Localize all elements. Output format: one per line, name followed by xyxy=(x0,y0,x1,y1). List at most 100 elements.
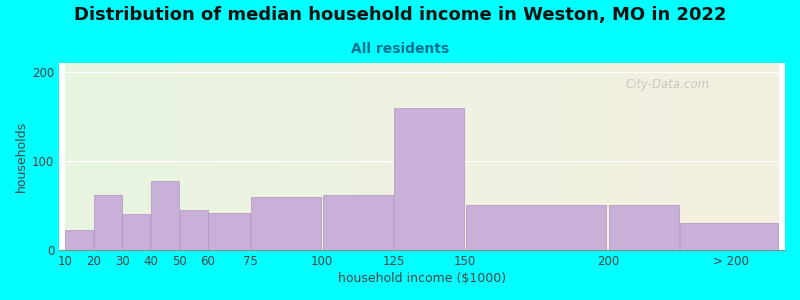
Bar xyxy=(386,63,394,250)
Bar xyxy=(108,63,115,250)
Bar xyxy=(601,63,608,250)
Bar xyxy=(430,63,437,250)
Bar xyxy=(737,63,743,250)
Bar xyxy=(643,63,650,250)
Bar xyxy=(186,63,194,250)
Bar xyxy=(143,63,150,250)
Bar xyxy=(650,63,658,250)
Bar xyxy=(372,63,379,250)
Bar xyxy=(408,63,415,250)
Bar xyxy=(466,206,606,250)
Bar xyxy=(337,63,343,250)
Bar xyxy=(201,63,208,250)
Text: Distribution of median household income in Weston, MO in 2022: Distribution of median household income … xyxy=(74,6,726,24)
Bar xyxy=(501,63,508,250)
Bar xyxy=(708,63,715,250)
Bar xyxy=(515,63,522,250)
Bar xyxy=(586,63,594,250)
Bar xyxy=(66,230,94,250)
Bar xyxy=(150,63,158,250)
Bar xyxy=(594,63,601,250)
Bar xyxy=(772,63,779,250)
Bar xyxy=(750,63,758,250)
Bar xyxy=(330,63,337,250)
X-axis label: household income ($1000): household income ($1000) xyxy=(338,272,506,285)
Bar xyxy=(622,63,630,250)
Bar xyxy=(579,63,586,250)
Bar xyxy=(379,63,386,250)
Y-axis label: households: households xyxy=(15,121,28,192)
Bar xyxy=(365,63,372,250)
Bar xyxy=(415,63,422,250)
Bar xyxy=(472,63,479,250)
Bar xyxy=(301,63,308,250)
Bar xyxy=(101,63,108,250)
Bar xyxy=(665,63,672,250)
Bar xyxy=(658,63,665,250)
Bar xyxy=(265,63,272,250)
Bar xyxy=(122,63,130,250)
Bar xyxy=(615,63,622,250)
Bar xyxy=(565,63,572,250)
Bar xyxy=(701,63,708,250)
Bar xyxy=(258,63,265,250)
Bar xyxy=(343,63,350,250)
Bar xyxy=(479,63,486,250)
Bar xyxy=(508,63,515,250)
Bar xyxy=(65,63,72,250)
Bar xyxy=(608,63,615,250)
Bar xyxy=(294,63,301,250)
Bar xyxy=(694,63,701,250)
Bar xyxy=(286,63,294,250)
Bar xyxy=(422,63,430,250)
Bar xyxy=(86,63,94,250)
Bar xyxy=(272,63,279,250)
Bar xyxy=(251,196,322,250)
Bar xyxy=(730,63,737,250)
Bar xyxy=(537,63,543,250)
Bar xyxy=(494,63,501,250)
Bar xyxy=(609,206,678,250)
Bar xyxy=(758,63,765,250)
Bar xyxy=(308,63,315,250)
Bar xyxy=(443,63,450,250)
Bar xyxy=(458,63,465,250)
Bar xyxy=(394,63,401,250)
Bar xyxy=(350,63,358,250)
Bar xyxy=(450,63,458,250)
Bar xyxy=(215,63,222,250)
Bar xyxy=(530,63,537,250)
Bar xyxy=(315,63,322,250)
Bar xyxy=(465,63,472,250)
Bar xyxy=(437,63,443,250)
Bar xyxy=(94,195,122,250)
Bar xyxy=(130,63,137,250)
Bar xyxy=(550,63,558,250)
Bar xyxy=(222,63,230,250)
Bar xyxy=(486,63,494,250)
Bar xyxy=(230,63,237,250)
Bar xyxy=(765,63,772,250)
Bar xyxy=(194,63,201,250)
Bar xyxy=(558,63,565,250)
Bar xyxy=(151,181,179,250)
Bar xyxy=(137,63,143,250)
Bar xyxy=(158,63,165,250)
Bar xyxy=(94,63,101,250)
Bar xyxy=(715,63,722,250)
Bar xyxy=(237,63,243,250)
Bar xyxy=(243,63,250,250)
Bar xyxy=(572,63,579,250)
Bar xyxy=(686,63,694,250)
Text: City-Data.com: City-Data.com xyxy=(626,78,710,91)
Bar xyxy=(279,63,286,250)
Bar xyxy=(401,63,408,250)
Bar xyxy=(522,63,530,250)
Bar xyxy=(630,63,637,250)
Bar xyxy=(165,63,172,250)
Bar xyxy=(322,63,330,250)
Bar xyxy=(323,195,393,250)
Bar xyxy=(115,63,122,250)
Bar xyxy=(543,63,550,250)
Bar xyxy=(172,63,179,250)
